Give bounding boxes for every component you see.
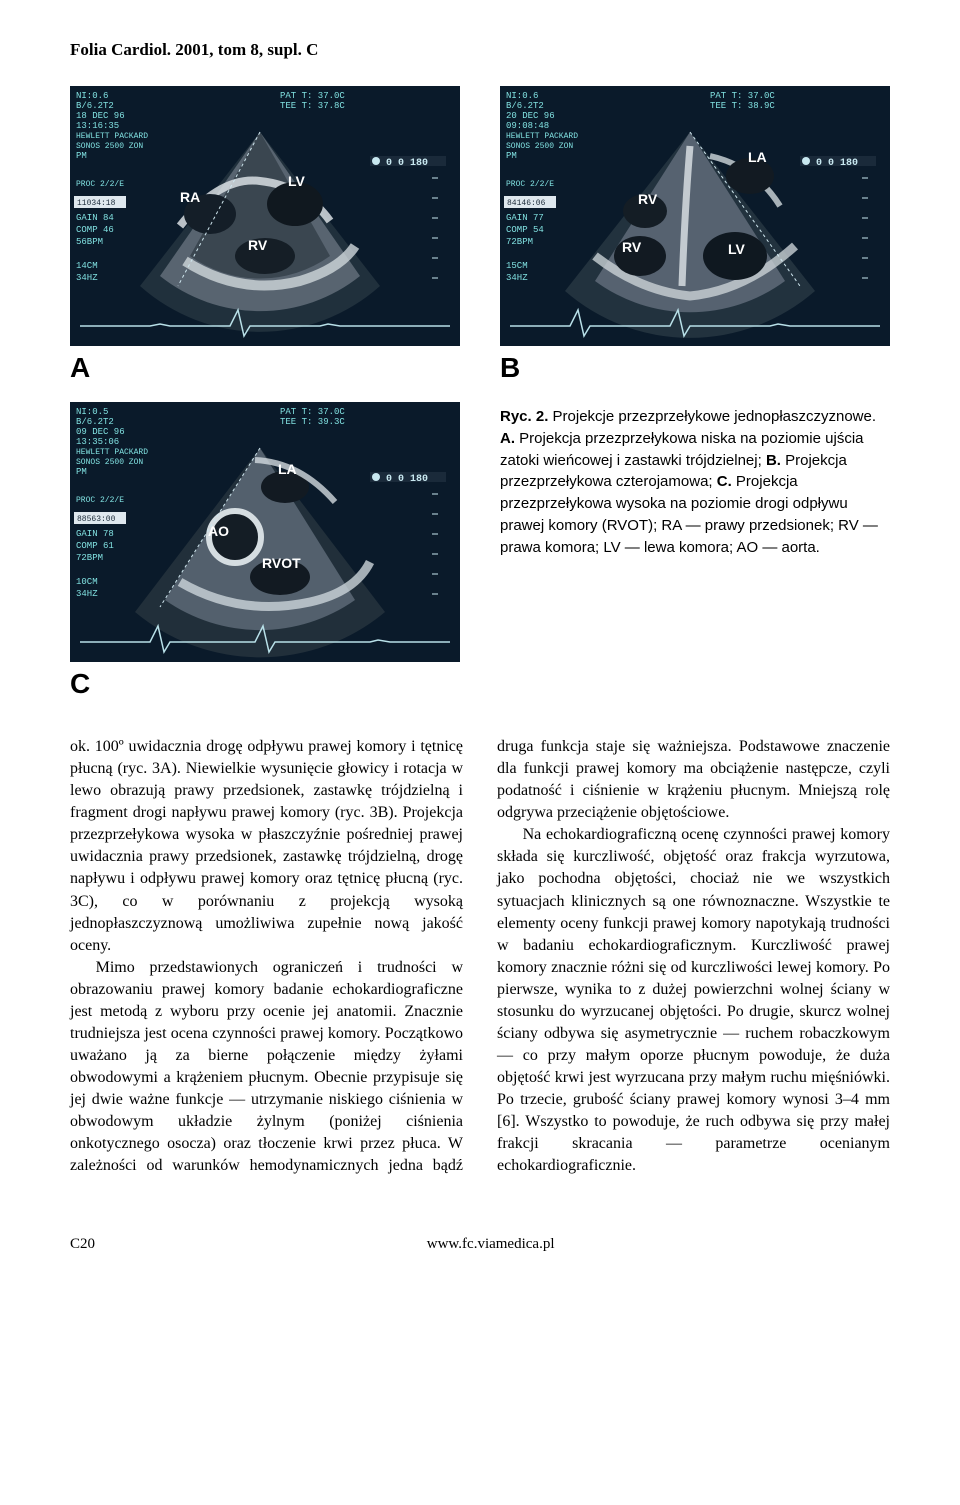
overlay-la: LA (748, 149, 767, 165)
svg-text:COMP 54: COMP 54 (506, 225, 544, 235)
svg-text:0 0 180: 0 0 180 (386, 158, 428, 169)
overlay-rv-upper: RV (638, 191, 658, 207)
svg-text:PM: PM (76, 467, 87, 477)
body-p1: ok. 100º uwidacznia drogę odpływu prawej… (70, 736, 463, 957)
svg-text:GAIN 84: GAIN 84 (76, 213, 114, 223)
svg-text:TEE T: 39.3C: TEE T: 39.3C (280, 417, 345, 427)
svg-text:34HZ: 34HZ (76, 273, 98, 283)
svg-text:HEWLETT PACKARD: HEWLETT PACKARD (76, 448, 148, 457)
overlay-la: LA (278, 461, 297, 477)
overlay-rvot: RVOT (262, 555, 301, 571)
svg-text:18 DEC 96: 18 DEC 96 (76, 111, 125, 121)
svg-text:PM: PM (76, 151, 87, 161)
svg-text:B/6.2T2: B/6.2T2 (76, 417, 114, 427)
svg-text:SONOS 2500 ZON: SONOS 2500 ZON (76, 458, 143, 467)
svg-text:HEWLETT PACKARD: HEWLETT PACKARD (76, 132, 148, 141)
svg-text:09 DEC 96: 09 DEC 96 (76, 427, 125, 437)
panel-letter-a: A (70, 352, 460, 384)
overlay-lv: LV (728, 241, 746, 257)
overlay-rv: RV (248, 237, 268, 253)
svg-text:PROC 2/2/E: PROC 2/2/E (76, 180, 124, 189)
panel-letter-b: B (500, 352, 890, 384)
svg-text:NI:0.5: NI:0.5 (76, 407, 108, 417)
svg-text:SONOS 2500 ZON: SONOS 2500 ZON (76, 142, 143, 151)
page-footer: C20 www.fc.viamedica.pl . (70, 1236, 890, 1253)
figure-row-ab: NI:0.6 B/6.2T2 18 DEC 96 13:16:35 HEWLET… (70, 86, 890, 384)
panel-letter-c: C (70, 668, 460, 700)
svg-text:B/6.2T2: B/6.2T2 (76, 101, 114, 111)
svg-text:0 0 180: 0 0 180 (816, 158, 858, 169)
svg-text:84146:06: 84146:06 (507, 199, 546, 208)
svg-text:HEWLETT PACKARD: HEWLETT PACKARD (506, 132, 578, 141)
svg-text:09:08:48: 09:08:48 (506, 121, 549, 131)
figure-caption: Ryc. 2. Projekcje przezprzełykowe jednop… (500, 402, 890, 558)
svg-text:14CM: 14CM (76, 261, 98, 271)
svg-text:PROC 2/2/E: PROC 2/2/E (506, 180, 554, 189)
svg-text:GAIN 78: GAIN 78 (76, 529, 114, 539)
svg-text:15CM: 15CM (506, 261, 528, 271)
svg-text:TEE T: 37.8C: TEE T: 37.8C (280, 101, 345, 111)
svg-text:TEE T: 38.9C: TEE T: 38.9C (710, 101, 775, 111)
svg-text:72BPM: 72BPM (76, 553, 103, 563)
running-head: Folia Cardiol. 2001, tom 8, supl. C (70, 40, 890, 60)
overlay-lv: LV (288, 173, 306, 189)
echocardiogram-b: NI:0.6 B/6.2T2 20 DEC 96 09:08:48 HEWLET… (500, 86, 890, 346)
svg-text:PROC 2/2/E: PROC 2/2/E (76, 496, 124, 505)
svg-text:13:35:06: 13:35:06 (76, 437, 119, 447)
body-text: ok. 100º uwidacznia drogę odpływu prawej… (70, 736, 890, 1178)
svg-text:13:16:35: 13:16:35 (76, 121, 119, 131)
svg-text:11034:18: 11034:18 (77, 199, 116, 208)
caption-sentence: Projekcje przezprzełykowe jednopłaszczyz… (548, 408, 876, 425)
body-p3: Na echokardiograficzną ocenę czynności p… (497, 824, 890, 1177)
svg-text:10CM: 10CM (76, 577, 98, 587)
svg-text:GAIN 77: GAIN 77 (506, 213, 544, 223)
svg-text:SONOS 2500 ZON: SONOS 2500 ZON (506, 142, 573, 151)
figure-panel-c: NI:0.5 B/6.2T2 09 DEC 96 13:35:06 HEWLET… (70, 402, 460, 700)
svg-text:PM: PM (506, 151, 517, 161)
figure-row-c: NI:0.5 B/6.2T2 09 DEC 96 13:35:06 HEWLET… (70, 402, 890, 700)
svg-text:PAT T: 37.0C: PAT T: 37.0C (710, 91, 775, 101)
overlay-ao: AO (208, 523, 229, 539)
footer-url: www.fc.viamedica.pl (427, 1236, 555, 1253)
svg-text:PAT T: 37.0C: PAT T: 37.0C (280, 91, 345, 101)
caption-lead: Ryc. 2. (500, 408, 548, 425)
svg-text:NI:0.6: NI:0.6 (506, 91, 538, 101)
svg-text:20 DEC 96: 20 DEC 96 (506, 111, 555, 121)
svg-text:COMP 46: COMP 46 (76, 225, 114, 235)
svg-text:34HZ: 34HZ (506, 273, 528, 283)
svg-text:PAT T: 37.0C: PAT T: 37.0C (280, 407, 345, 417)
figure-panel-b: NI:0.6 B/6.2T2 20 DEC 96 09:08:48 HEWLET… (500, 86, 890, 384)
svg-text:34HZ: 34HZ (76, 589, 98, 599)
svg-text:NI:0.6: NI:0.6 (76, 91, 108, 101)
svg-text:56BPM: 56BPM (76, 237, 103, 247)
svg-text:B/6.2T2: B/6.2T2 (506, 101, 544, 111)
svg-text:COMP 61: COMP 61 (76, 541, 114, 551)
echocardiogram-c: NI:0.5 B/6.2T2 09 DEC 96 13:35:06 HEWLET… (70, 402, 460, 662)
svg-text:0 0 180: 0 0 180 (386, 474, 428, 485)
figure-panel-a: NI:0.6 B/6.2T2 18 DEC 96 13:16:35 HEWLET… (70, 86, 460, 384)
overlay-rv-lower: RV (622, 239, 642, 255)
svg-text:72BPM: 72BPM (506, 237, 533, 247)
overlay-ra: RA (180, 189, 200, 205)
page-number: C20 (70, 1236, 95, 1253)
svg-text:88563:00: 88563:00 (77, 515, 116, 524)
echocardiogram-a: NI:0.6 B/6.2T2 18 DEC 96 13:16:35 HEWLET… (70, 86, 460, 346)
